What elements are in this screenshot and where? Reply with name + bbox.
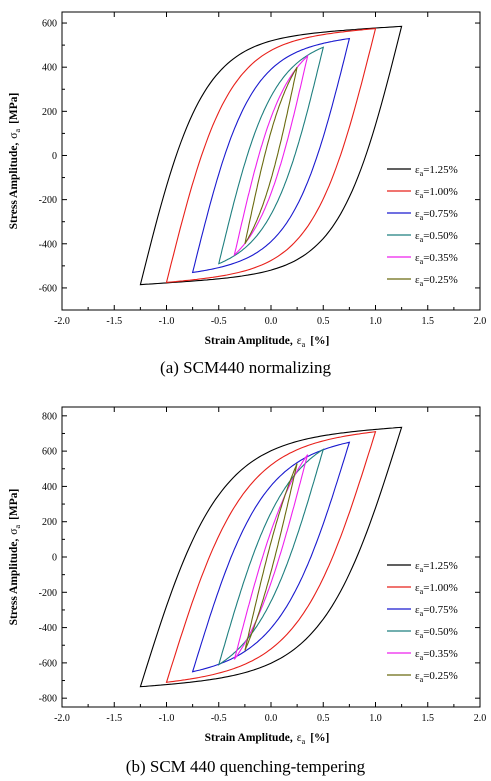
x-tick-label: -1.0 — [159, 713, 175, 724]
y-tick-label: -400 — [39, 239, 57, 250]
x-tick-label: 0.5 — [317, 316, 330, 327]
legend-entry: εa=1.00% — [415, 186, 458, 200]
x-tick-label: -1.5 — [106, 316, 122, 327]
hysteresis-loop-1-00 — [165, 27, 377, 284]
x-tick-label: -1.5 — [106, 713, 122, 724]
hysteresis-chart-normalizing: -2.0 -1.5 -1.0 -0.5 0.0 0.5 1.0 1.5 2.0 -600 -400 -… — [8, 11, 487, 349]
legend-entry: εa=1.25% — [415, 164, 458, 178]
x-tick-label: 2.0 — [474, 316, 487, 327]
y-tick-label: 400 — [42, 63, 57, 74]
legend-entry: εa=1.00% — [415, 582, 458, 596]
y-tick-label: 200 — [42, 107, 57, 118]
chart-panel-normalizing: -2.0 -1.5 -1.0 -0.5 0.0 0.5 1.0 1.5 2.0 -600 -400 -… — [0, 0, 491, 390]
legend-entry: εa=1.25% — [415, 560, 458, 574]
hysteresis-loop-0-50 — [218, 46, 325, 265]
legend-entry: εa=0.35% — [415, 648, 458, 662]
y-tick-label: -800 — [39, 694, 57, 705]
x-tick-label: 2.0 — [474, 713, 487, 724]
x-tick-label: -2.0 — [54, 316, 70, 327]
x-tick-label: 0.0 — [265, 713, 278, 724]
y-tick-label: -200 — [39, 195, 57, 206]
y-tick-label: 200 — [42, 517, 57, 528]
y-tick-label: -200 — [39, 588, 57, 599]
hysteresis-loop-1-25 — [139, 426, 403, 688]
legend-entry: εa=0.50% — [415, 626, 458, 640]
x-tick-label: 1.0 — [369, 713, 382, 724]
legend-entry: εa=0.50% — [415, 230, 458, 244]
y-axis-title: Stress Amplitude,σa[MPa] — [8, 93, 22, 230]
y-tick-label: -600 — [39, 283, 57, 294]
hysteresis-loop-0-25 — [244, 463, 298, 651]
hysteresis-loop-0-75 — [191, 37, 351, 274]
legend-entry: εa=0.35% — [415, 252, 458, 266]
y-tick-label: 400 — [42, 482, 57, 493]
x-tick-label: 0.5 — [317, 713, 330, 724]
plot-frame — [61, 11, 481, 311]
y-tick-label: 800 — [42, 411, 57, 422]
x-axis-title: Strain Amplitude, εa [%] — [205, 732, 330, 746]
legend-entry: εa=0.25% — [415, 670, 458, 684]
x-tick-label: 1.5 — [422, 316, 435, 327]
x-tick-label: 1.0 — [369, 316, 382, 327]
x-tick-label: 0.0 — [265, 316, 278, 327]
plot-frame — [61, 406, 481, 708]
y-tick-label: -600 — [39, 658, 57, 669]
legend-entry: εa=0.75% — [415, 208, 458, 222]
y-tick-label: 0 — [52, 553, 57, 564]
chart-caption-quenching-tempering: (b) SCM 440 quenching-tempering — [125, 757, 366, 776]
x-tick-label: -1.0 — [159, 316, 175, 327]
x-tick-label: -0.5 — [211, 713, 227, 724]
hysteresis-loop-0-50 — [217, 448, 325, 666]
hysteresis-chart-quenching-tempering: -2.0 -1.5 -1.0 -0.5 0.0 0.5 1.0 1.5 2.0 -800 -600 -… — [8, 406, 487, 746]
legend-entry: εa=0.25% — [415, 274, 458, 288]
y-tick-label: 600 — [42, 19, 57, 30]
x-tick-label: 1.5 — [422, 713, 435, 724]
x-tick-label: -2.0 — [54, 713, 70, 724]
hysteresis-loop-1-00 — [165, 431, 377, 683]
y-tick-label: 600 — [42, 447, 57, 458]
chart-panel-quenching-tempering: -2.0 -1.5 -1.0 -0.5 0.0 0.5 1.0 1.5 2.0 -800 -600 -… — [0, 390, 491, 781]
hysteresis-loop-1-25 — [139, 25, 403, 286]
y-tick-label: 0 — [52, 151, 57, 162]
hysteresis-loop-0-75 — [191, 441, 351, 673]
y-axis-title: Stress Amplitude,σa[MPa] — [8, 489, 22, 626]
legend-entry: εa=0.75% — [415, 604, 458, 618]
x-axis-title: Strain Amplitude, εa [%] — [205, 335, 330, 349]
hysteresis-loop-0-35 — [233, 54, 309, 257]
chart-caption-normalizing: (a) SCM440 normalizing — [160, 358, 331, 377]
y-tick-label: -400 — [39, 623, 57, 634]
hysteresis-loop-0-25 — [244, 66, 298, 245]
x-tick-label: -0.5 — [211, 316, 227, 327]
